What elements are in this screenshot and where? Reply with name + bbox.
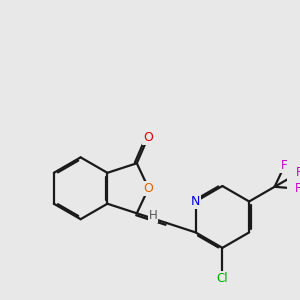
Text: F: F	[281, 159, 288, 172]
Text: H: H	[148, 209, 157, 222]
Text: Cl: Cl	[217, 272, 228, 285]
Text: F: F	[296, 166, 300, 179]
Text: O: O	[143, 131, 153, 144]
Text: N: N	[191, 195, 200, 208]
Text: O: O	[144, 182, 154, 195]
Text: F: F	[295, 182, 300, 195]
